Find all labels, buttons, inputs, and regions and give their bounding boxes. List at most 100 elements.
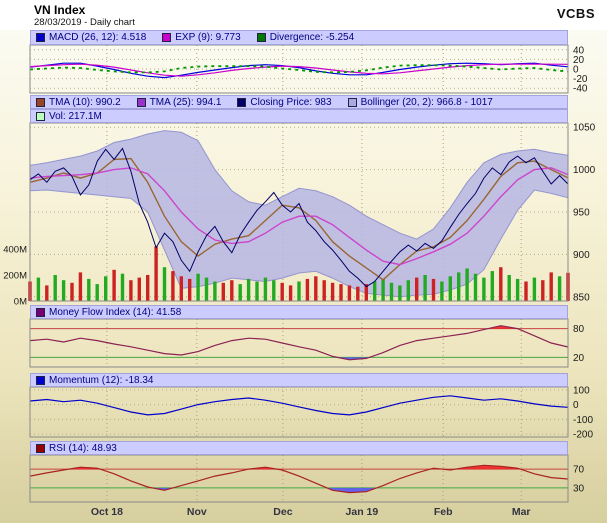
macd-exp-line (29, 63, 569, 77)
page-title: VN Index (34, 3, 86, 17)
volume-axis-label: 0M (14, 297, 27, 308)
y-tick-label: 1050 (573, 123, 596, 134)
volume-bar (373, 281, 377, 301)
tma25-legend-label: TMA (25): 994.1 (149, 96, 222, 108)
volume-bar (263, 277, 268, 301)
price-tma25-line (29, 167, 569, 266)
momentum-momentum-line (29, 395, 569, 416)
rsi-panel-border (29, 454, 569, 503)
y-tick-label: 950 (573, 208, 590, 219)
legend-item-closing-price: Closing Price: 983 (237, 96, 332, 108)
volume-axis-label: 400M (3, 245, 27, 256)
y-tick-label: 1000 (573, 165, 596, 176)
chart-header: VN Index 28/03/2019 - Daily chart VCBS (0, 0, 607, 30)
rsi-rsi-line (29, 464, 569, 494)
volume-bar (154, 246, 158, 301)
volume-bar (179, 276, 183, 301)
rsi-overbought-fill (69, 465, 521, 470)
volume-bar (230, 280, 234, 301)
volume-bar (406, 280, 410, 301)
legend-item-macd: MACD (26, 12): 4.518 (36, 32, 146, 43)
volume-bar (347, 285, 352, 301)
volume-bar (423, 275, 427, 301)
price-tma10-line (29, 157, 569, 281)
volume-axis-label: 200M (3, 271, 27, 282)
bollinger-swatch (347, 97, 357, 107)
volume-bar (507, 275, 511, 301)
momentum-legend: Momentum (12): -18.34 (30, 373, 568, 387)
volume-bar (221, 282, 225, 301)
exp-legend-label: EXP (9): 9.773 (175, 32, 241, 43)
closing-price-swatch (237, 97, 247, 107)
x-axis-label: Jan 19 (346, 506, 379, 518)
volume-bar (36, 277, 41, 301)
volume-bar (87, 278, 91, 301)
y-tick-label: -20 (573, 74, 588, 85)
bollinger-band (30, 130, 568, 297)
volume-bar (246, 278, 251, 301)
legend-item-exp: EXP (9): 9.773 (162, 32, 241, 43)
macd-divergence-line (29, 64, 569, 74)
volume-bar (238, 284, 242, 301)
momentum-swatch (36, 375, 45, 385)
mfi-swatch (36, 307, 45, 317)
volume-bar (297, 281, 301, 301)
y-tick-label: 0 (573, 65, 579, 76)
volume-bar (473, 273, 478, 301)
y-tick-label: 900 (573, 250, 590, 261)
volume-bar (204, 277, 209, 301)
price-legend-row2: Vol: 217.1M (30, 109, 568, 123)
volume-bar (448, 276, 452, 301)
volume-bar (45, 285, 49, 301)
mfi-oversold-fill (337, 357, 370, 360)
volume-bar (549, 272, 553, 301)
macd-swatch (36, 33, 45, 42)
volume-bar (440, 281, 444, 301)
chart-subtitle: 28/03/2019 - Daily chart (34, 17, 135, 28)
volume-bar (162, 267, 167, 301)
brand-logo: VCBS (556, 6, 595, 21)
volume-bar (120, 273, 125, 301)
volume-bar (196, 273, 200, 301)
x-axis-label: Feb (434, 506, 453, 518)
y-tick-label: 850 (573, 292, 590, 303)
volume-bar (431, 278, 436, 301)
volume-bar (305, 278, 310, 301)
mfi-mfi-line (29, 325, 569, 361)
legend-item-tma25: TMA (25): 994.1 (136, 96, 222, 108)
macd-panel-border (29, 44, 569, 94)
volume-bar (532, 277, 537, 301)
bollinger-lower-line (29, 189, 569, 298)
volume-bar (356, 286, 360, 301)
volume-bar (389, 282, 394, 301)
volume-bar (78, 272, 83, 301)
y-tick-label: 30 (573, 483, 585, 494)
y-tick-label: 100 (573, 385, 590, 396)
rsi-swatch (36, 443, 45, 453)
volume-swatch (36, 111, 45, 121)
volume-bar (515, 278, 520, 301)
momentum-panel-border (29, 386, 569, 438)
volume-bar (499, 267, 503, 301)
closing-price-legend-label: Closing Price: 983 (250, 96, 332, 108)
x-axis-label: Nov (187, 506, 207, 518)
volume-bar (457, 272, 461, 301)
mfi-legend-label: Money Flow Index (14): 41.58 (49, 306, 182, 318)
y-tick-label: 80 (573, 324, 585, 335)
legend-item-bollinger: Bollinger (20, 2): 966.8 - 1017 (347, 97, 493, 108)
price-legend-row1: TMA (10): 990.2 TMA (25): 994.1 Closing … (30, 95, 568, 109)
chart-canvas[interactable]: 40200-20-4010501000950900850400M200M0M80… (0, 30, 607, 523)
volume-bar (541, 280, 545, 301)
mfi-panel-border (29, 318, 569, 368)
tma10-swatch (36, 97, 45, 107)
volume-bar (171, 271, 175, 301)
volume-bar (137, 277, 141, 301)
volume-bar (314, 276, 318, 301)
mfi-legend: Money Flow Index (14): 41.58 (30, 305, 568, 319)
momentum-legend-label: Momentum (12): -18.34 (49, 374, 154, 386)
rsi-oversold-fill (152, 487, 377, 493)
volume-bar (465, 268, 469, 301)
y-tick-label: 40 (573, 45, 585, 56)
volume-bar (330, 282, 335, 301)
